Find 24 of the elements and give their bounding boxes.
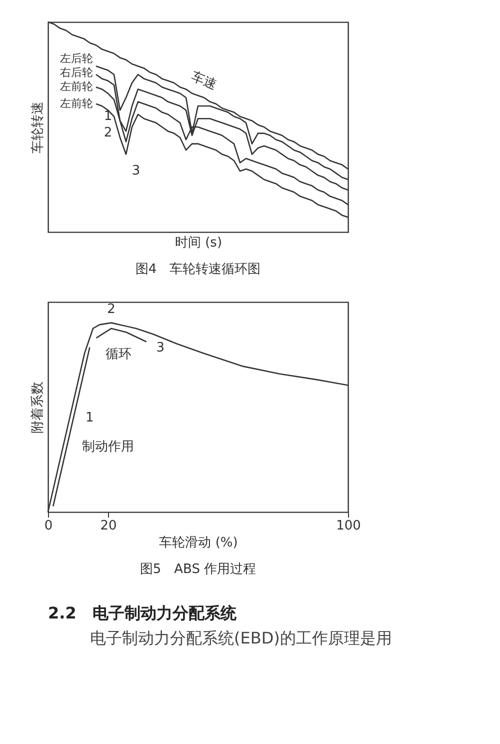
y-axis-title: 车轮转速	[30, 102, 46, 154]
annotation: 1	[104, 108, 112, 124]
text: 图5 ABS 作用过程	[140, 562, 256, 577]
annotation: 制动作用	[82, 439, 134, 454]
annotation: 3	[156, 340, 165, 356]
series-label: 左后轮	[60, 52, 93, 66]
annotation: 循环	[105, 346, 132, 362]
series-label: 左前轮	[60, 80, 93, 94]
text: 车速	[188, 69, 219, 93]
series-label: 右后轮	[60, 66, 93, 80]
x-tick-label: 20	[100, 518, 117, 534]
text: 图4 车轮转速循环图	[135, 262, 261, 277]
x-axis-title: 车轮滑动 (%)	[159, 536, 238, 550]
x-tick-label: 0	[44, 518, 53, 534]
x-axis-title: 时间 (s)	[174, 236, 222, 250]
y-axis-title: 附着系数	[30, 382, 46, 434]
text: 2.2 电子制动力分配系统	[48, 604, 238, 622]
x-tick-label: 100	[336, 518, 361, 534]
text: 2	[107, 302, 116, 317]
annotation: 1	[86, 410, 94, 426]
annotation: 2	[104, 126, 112, 140]
text: 电子制动力分配系统(EBD)的工作原理是用	[90, 628, 392, 648]
series-label: 左前轮	[60, 96, 93, 110]
annotation: 3	[132, 163, 140, 178]
